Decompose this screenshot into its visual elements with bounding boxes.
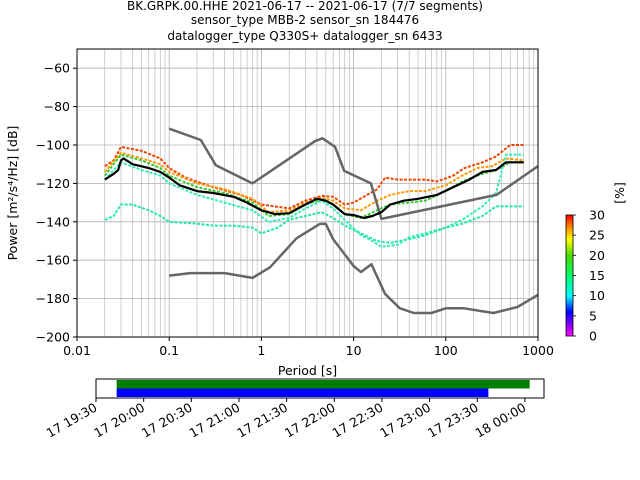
timeline-tick-label: 17 21:00	[187, 400, 243, 441]
timeline-bars	[116, 380, 530, 397]
x-ticks: 0.01 0.1 1 10 100 1000	[63, 337, 554, 358]
y-axis-label: Power [m²/s⁴/Hz] [dB]	[5, 126, 20, 261]
colorbar-label: [%]	[612, 182, 627, 204]
percentile-band-lower	[104, 153, 524, 248]
y-tick-label: −100	[36, 138, 70, 153]
timeline-segment-bar	[116, 380, 530, 389]
y-tick-label: −60	[44, 61, 70, 76]
colorbar-tick-label: 25	[589, 228, 605, 243]
median-curve	[104, 157, 524, 220]
y-tick-label: −160	[36, 253, 70, 268]
percentile-band-center	[104, 153, 524, 220]
timeline-tick-label: 18 00:00	[473, 400, 529, 441]
percentile-bands	[104, 144, 524, 248]
percentile-band-upper-mid	[104, 151, 524, 214]
timeline-tick-label: 17 20:00	[91, 400, 147, 441]
colorbar-tick-label: 15	[589, 268, 605, 283]
timeline-segment-bar	[116, 388, 489, 397]
timeline-tick-label: 17 23:00	[377, 400, 433, 441]
median-line	[104, 157, 524, 220]
plot-frame	[76, 48, 539, 338]
title-line-3: datalogger_type Q330S+ datalogger_sn 643…	[167, 29, 442, 43]
timeline-tick-label: 17 23:30	[425, 400, 481, 441]
title-line-1: BK.GRPK.00.HHE 2021-06-17 -- 2021-06-17 …	[127, 0, 483, 13]
colorbar-gradient	[565, 214, 574, 337]
y-tick-label: −120	[36, 176, 70, 191]
y-tick-label: −140	[36, 214, 70, 229]
colorbar-tick-label: 5	[589, 308, 597, 323]
title-line-2: sensor_type MBB-2 sensor_sn 184476	[191, 13, 419, 27]
x-tick-label: 10	[346, 343, 362, 358]
percentile-band-lowest	[104, 203, 524, 244]
title: BK.GRPK.00.HHE 2021-06-17 -- 2021-06-17 …	[127, 0, 483, 43]
grid	[76, 49, 538, 338]
y-tick-label: −200	[36, 330, 70, 345]
x-tick-label: 1	[257, 343, 265, 358]
colorbar-tick-label: 20	[589, 248, 605, 263]
x-tick-label: 100	[434, 343, 458, 358]
colorbar: 0 5 10 15 20 25 30 [%]	[565, 182, 627, 344]
y-tick-label: −80	[44, 99, 70, 114]
colorbar-tick-label: 10	[589, 288, 605, 303]
x-tick-label: 0.01	[63, 343, 91, 358]
percentile-band-upper	[104, 144, 524, 210]
timeline-tick-label: 17 21:30	[234, 400, 290, 441]
y-ticks: −60 −80 −100 −120 −140 −160 −180 −200	[36, 61, 77, 345]
x-tick-label: 1000	[522, 343, 554, 358]
x-axis-label: Period [s]	[278, 363, 337, 378]
noise-models	[168, 127, 539, 315]
colorbar-tick-label: 0	[589, 329, 597, 344]
x-tick-label: 0.1	[159, 343, 179, 358]
ppsd-plot: 0.01 0.1 1 10 100 1000 −60 −80 −100 −120 −140 −160…	[5, 48, 554, 378]
colorbar-ticks: 0 5 10 15 20 25 30	[573, 208, 605, 344]
timeline-tick-label: 17 20:30	[139, 400, 195, 441]
noise-model-nhnm	[168, 127, 539, 221]
noise-model-nlnm	[169, 222, 539, 315]
colorbar-tick-label: 30	[589, 208, 605, 223]
timeline-tick-label: 17 22:30	[330, 400, 386, 441]
y-tick-label: −180	[36, 291, 70, 306]
timeline-tick-label: 17 22:00	[282, 400, 338, 441]
timeline-tick-label: 17 19:30	[44, 400, 100, 441]
